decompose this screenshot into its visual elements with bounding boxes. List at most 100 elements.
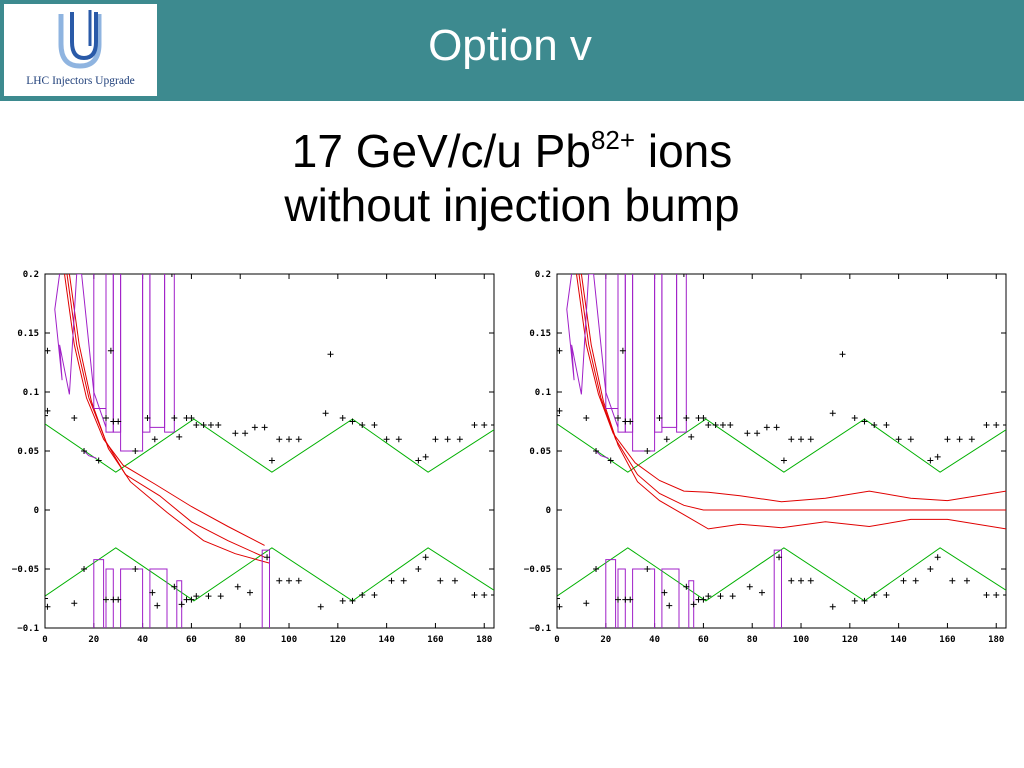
aperture-line (261, 549, 270, 628)
element-marker (456, 436, 463, 443)
element-marker (900, 577, 907, 584)
element-marker (422, 554, 429, 561)
element-marker (683, 583, 690, 590)
element-marker (415, 566, 422, 572)
element-marker (322, 410, 329, 417)
element-marker (798, 436, 805, 443)
element-marker (154, 602, 161, 609)
aperture-line (566, 274, 619, 428)
element-marker (712, 422, 719, 429)
aperture-line (83, 450, 97, 459)
element-marker (717, 593, 724, 600)
element-marker (944, 436, 951, 443)
logo-text: LHC Injectors Upgrade (26, 75, 135, 87)
element-marker (776, 554, 783, 561)
element-marker (851, 414, 858, 421)
x-tick-label: 180 (476, 635, 492, 645)
element-marker (727, 422, 734, 429)
element-marker (264, 554, 271, 561)
x-tick-label: 0 (554, 635, 559, 645)
element-marker (688, 433, 695, 440)
element-marker (491, 591, 494, 598)
x-tick-label: 60 (698, 635, 709, 645)
trajectory-line (68, 274, 270, 564)
x-tick-label: 160 (427, 635, 443, 645)
element-marker (829, 410, 836, 417)
element-marker (557, 595, 560, 602)
element-marker (339, 414, 346, 421)
element-marker (788, 436, 795, 443)
element-marker (349, 418, 356, 425)
element-marker (422, 453, 429, 460)
y-tick-label: 0.1 (535, 388, 551, 398)
aperture-line (120, 568, 144, 628)
logo-u-mark-icon (58, 10, 102, 69)
element-marker (557, 347, 563, 354)
element-marker (1003, 422, 1006, 429)
element-marker (583, 600, 590, 607)
y-tick-label: 0.1 (23, 388, 39, 398)
element-marker (607, 457, 614, 464)
element-marker (400, 577, 407, 584)
element-marker (644, 448, 651, 454)
element-marker (934, 453, 941, 460)
aperture-line (617, 568, 626, 628)
element-marker (188, 414, 195, 421)
x-tick-label: 80 (235, 635, 246, 645)
x-tick-label: 40 (649, 635, 660, 645)
element-marker (171, 414, 178, 421)
element-marker (663, 436, 670, 443)
element-marker (45, 347, 51, 354)
element-marker (773, 424, 780, 431)
element-marker (349, 597, 356, 604)
element-marker (993, 591, 1000, 598)
element-marker (557, 603, 563, 610)
y-tick-label: −0.05 (12, 565, 39, 575)
element-marker (861, 418, 868, 425)
aperture-line (605, 274, 619, 409)
element-marker (956, 436, 963, 443)
aperture-line (617, 274, 626, 433)
y-tick-label: −0.1 (17, 624, 39, 634)
element-marker (666, 602, 673, 609)
element-marker (744, 430, 751, 437)
x-tick-label: 20 (88, 635, 99, 645)
element-marker (444, 436, 451, 443)
envelope-line (45, 418, 494, 473)
element-marker (103, 414, 110, 421)
element-marker (205, 593, 212, 600)
element-marker (383, 436, 390, 443)
element-marker (276, 577, 283, 584)
element-marker (927, 566, 934, 572)
aperture-line (149, 568, 168, 628)
element-marker (949, 577, 956, 584)
y-tick-label: 0.2 (535, 270, 551, 280)
x-tick-label: 100 (793, 635, 809, 645)
plot-right: 0 20 40 60 80 100 120 140 160 180 −0.1 −0.05 0 0.05 0.… (524, 270, 1007, 645)
element-marker (644, 566, 651, 572)
element-marker (178, 601, 185, 608)
element-marker (557, 412, 560, 419)
element-marker (95, 457, 102, 464)
trajectory-line (580, 274, 1006, 530)
element-marker (295, 436, 302, 443)
element-marker (193, 422, 200, 429)
element-marker (45, 412, 48, 419)
element-marker (661, 589, 668, 596)
x-tick-label: 40 (137, 635, 148, 645)
element-marker (234, 583, 241, 590)
charge-superscript: 82+ (590, 125, 636, 155)
subtitle-line-1-suffix: ions (635, 125, 733, 177)
y-tick-label: −0.1 (529, 624, 551, 634)
element-marker (81, 566, 88, 572)
trajectory-line (578, 274, 1006, 511)
trajectory-line (64, 274, 265, 546)
y-tick-label: 0.05 (17, 447, 39, 457)
element-marker (171, 583, 178, 590)
element-marker (807, 436, 814, 443)
element-marker (788, 577, 795, 584)
element-marker (993, 422, 1000, 429)
element-marker (45, 603, 51, 610)
element-marker (286, 577, 293, 584)
x-tick-label: 140 (890, 635, 906, 645)
